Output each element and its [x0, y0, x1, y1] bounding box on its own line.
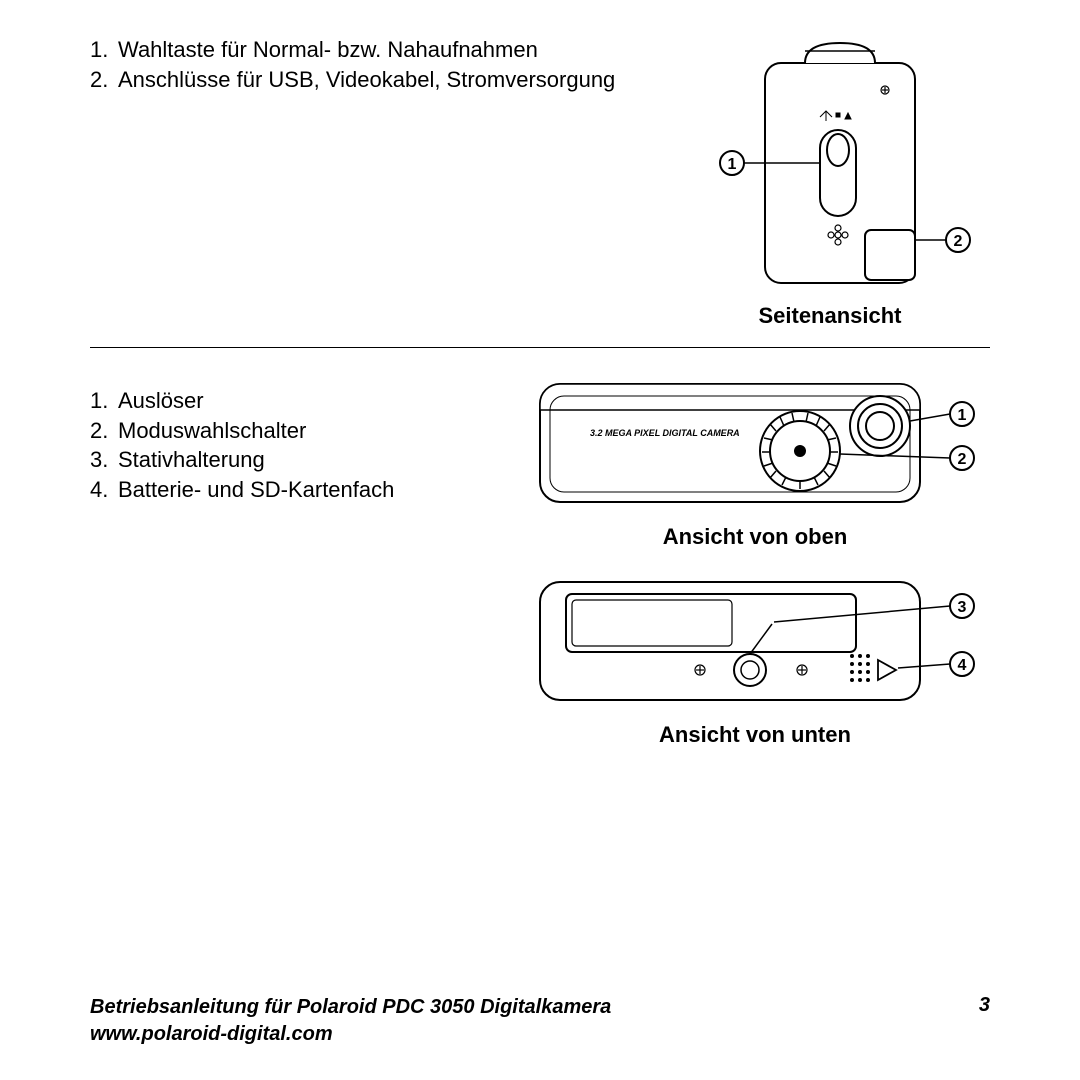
footer-left: Betriebsanleitung für Polaroid PDC 3050 …: [90, 994, 611, 1048]
list-item: 1. Wahltaste für Normal- bzw. Nahaufnahm…: [90, 35, 650, 65]
manual-page: 1. Wahltaste für Normal- bzw. Nahaufnahm…: [0, 0, 1080, 1080]
camera-top-svg: 3.2 MEGA PIXEL DIGITAL CAMERA: [520, 366, 990, 516]
camera-side-svg: 1 2: [670, 35, 990, 295]
list-item: 4.Batterie- und SD-Kartenfach: [90, 475, 510, 505]
top-bottom-figures: 3.2 MEGA PIXEL DIGITAL CAMERA: [520, 366, 990, 748]
top-view-caption: Ansicht von oben: [555, 524, 955, 550]
callout-4: 4: [958, 657, 967, 674]
list-text: Wahltaste für Normal- bzw. Nahaufnahmen: [118, 35, 650, 65]
callout-1: 1: [728, 156, 737, 173]
page-footer: Betriebsanleitung für Polaroid PDC 3050 …: [90, 994, 990, 1048]
bottom-view-caption: Ansicht von unten: [555, 722, 955, 748]
list-text: Anschlüsse für USB, Videokabel, Stromver…: [118, 65, 650, 95]
callout-2: 2: [958, 451, 967, 468]
top-bottom-list: 1.Auslöser 2.Moduswahlschalter 3.Stativh…: [90, 366, 520, 505]
camera-bottom-svg: 3 4: [520, 564, 990, 714]
list-item: 2. Anschlüsse für USB, Videokabel, Strom…: [90, 65, 650, 95]
camera-label: 3.2 MEGA PIXEL DIGITAL CAMERA: [590, 428, 740, 438]
page-number: 3: [979, 994, 990, 1017]
list-item: 2.Moduswahlschalter: [90, 416, 510, 446]
list-number: 1.: [90, 35, 118, 65]
footer-url: www.polaroid-digital.com: [90, 1021, 611, 1048]
footer-title: Betriebsanleitung für Polaroid PDC 3050 …: [90, 994, 611, 1021]
callout-1: 1: [958, 407, 967, 424]
side-view-list: 1. Wahltaste für Normal- bzw. Nahaufnahm…: [90, 35, 670, 94]
list-number: 2.: [90, 65, 118, 95]
section-divider: [90, 347, 990, 348]
side-view-figure: 1 2 Seitenansicht: [670, 35, 990, 329]
list-item: 1.Auslöser: [90, 386, 510, 416]
side-view-caption: Seitenansicht: [758, 303, 901, 329]
section-side-view: 1. Wahltaste für Normal- bzw. Nahaufnahm…: [90, 35, 990, 329]
section-top-bottom: 1.Auslöser 2.Moduswahlschalter 3.Stativh…: [90, 366, 990, 748]
callout-2: 2: [954, 233, 963, 250]
list-item: 3.Stativhalterung: [90, 445, 510, 475]
callout-3: 3: [958, 599, 967, 616]
